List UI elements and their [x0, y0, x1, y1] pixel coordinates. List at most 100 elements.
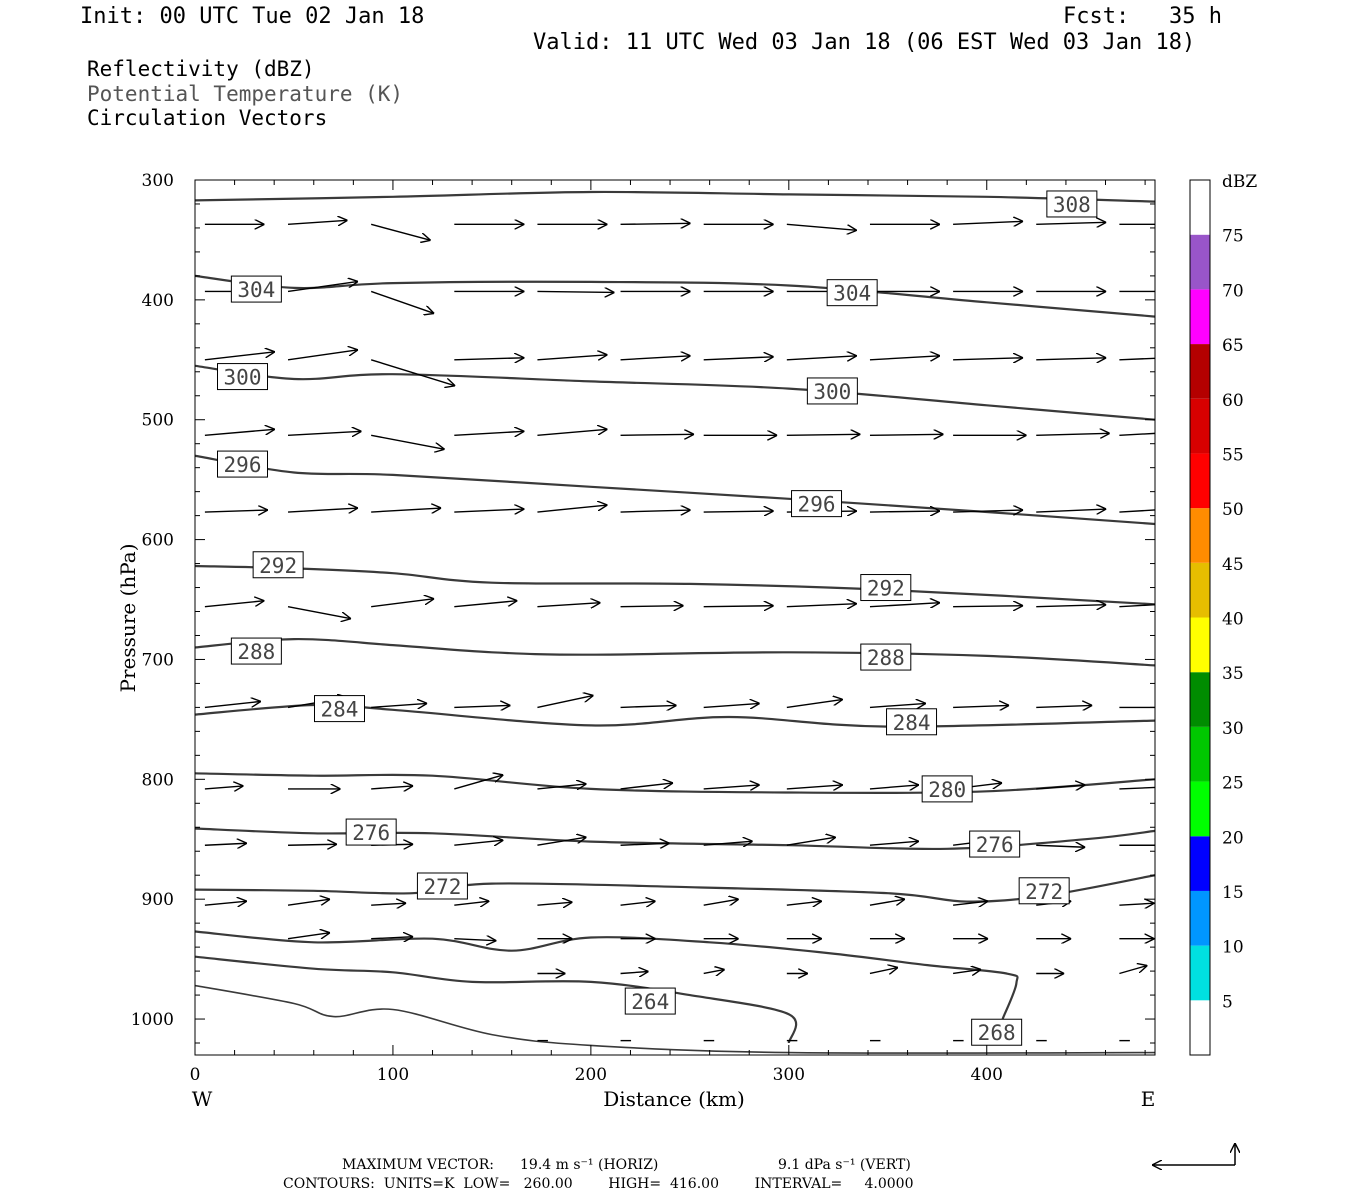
x-tick-label: 100 [377, 1065, 409, 1085]
circulation-vector [869, 356, 940, 360]
colorbar-segment [1190, 781, 1210, 837]
circulation-vector [953, 969, 981, 973]
colorbar-segment [1190, 1000, 1210, 1055]
theta-contour-280 [195, 772, 1155, 794]
y-tick-label: 700 [142, 650, 174, 670]
valid-time: Valid: 11 UTC Wed 03 Jan 18 (06 EST Wed … [533, 30, 1196, 55]
circulation-vector [454, 705, 510, 707]
colorbar-level-label: 25 [1222, 774, 1244, 794]
theta-contour-296 [195, 454, 1155, 526]
theta-label-text: 272 [423, 875, 461, 899]
theta-label-text: 300 [224, 366, 262, 390]
circulation-vector [703, 969, 725, 973]
theta-label-box [217, 363, 269, 391]
forecast-hour: Fcst: 35 h [1063, 4, 1222, 29]
circulation-vector [370, 290, 434, 313]
theta-label-box [230, 637, 282, 665]
theta-contour-label: 276 [345, 818, 397, 846]
circulation-vector [703, 703, 760, 707]
circulation-vector [1036, 845, 1085, 847]
circulation-vector [204, 510, 268, 512]
colorbar-segment [1190, 726, 1210, 782]
circulation-vector [537, 603, 600, 607]
theta-label-text: 304 [833, 282, 871, 306]
plot-frame [194, 179, 1156, 1056]
colorbar-segment [1190, 836, 1210, 891]
circulation-vector [371, 434, 445, 449]
circulation-vector [786, 356, 857, 360]
circulation-vector [204, 843, 247, 845]
colorbar-level-label: 55 [1222, 445, 1244, 465]
theta-contour-label: 280 [921, 775, 973, 803]
colorbar-segment [1190, 617, 1210, 673]
field-reflectivity-label: Reflectivity (dBZ) [87, 57, 315, 81]
theta-label-box [806, 377, 858, 405]
circulation-vector [371, 508, 441, 512]
x-tick-label: 0 [190, 1065, 201, 1085]
circulation-vector [1119, 357, 1155, 361]
x-axis-label: Distance (km) [603, 1087, 745, 1111]
circulation-vector [287, 933, 330, 940]
y-tick-label: 600 [142, 531, 174, 551]
theta-contour-label: 288 [230, 637, 282, 665]
theta-contour-260 [195, 984, 1155, 1054]
colorbar-level-label: 30 [1222, 719, 1244, 739]
init-time: Init: 00 UTC Tue 02 Jan 18 [80, 4, 425, 29]
circulation-vector [786, 434, 861, 435]
circulation-vector [703, 841, 753, 845]
theta-label-box [624, 987, 676, 1015]
y-tick-label: 300 [142, 171, 174, 191]
theta-label-text: 308 [1053, 193, 1091, 217]
theta-label-box [826, 279, 878, 307]
circulation-vector [703, 357, 774, 360]
colorbar-level-label: 10 [1222, 938, 1244, 958]
circulation-vector [786, 223, 857, 230]
circulation-vector [204, 429, 275, 437]
colorbar-level-label: 20 [1222, 828, 1244, 848]
colorbar-segment [1190, 945, 1210, 1001]
max-vector-label: MAXIMUM VECTOR: [342, 1157, 494, 1173]
circulation-vector [454, 509, 524, 512]
circulation-vector [287, 220, 348, 224]
theta-label-box [791, 490, 843, 518]
theta-contour-label: 276 [969, 830, 1021, 858]
circulation-vector [204, 901, 247, 905]
circulation-vector [370, 223, 431, 240]
reference-vector-icon [1152, 1143, 1235, 1165]
theta-label-box [1018, 877, 1070, 905]
circulation-vector [371, 599, 434, 608]
theta-contour-272 [195, 874, 1155, 903]
circulation-vector [287, 350, 358, 361]
y-tick-label: 900 [142, 890, 174, 910]
circulation-vector [204, 352, 275, 361]
theta-label-box [416, 872, 468, 900]
circulation-vector [620, 971, 649, 973]
circulation-vector [869, 703, 926, 707]
circulation-vector [371, 903, 406, 905]
circulation-vector [537, 784, 586, 789]
colorbar-level-label: 45 [1222, 555, 1244, 575]
circulation-vector [869, 785, 919, 789]
circulation-vector [1119, 432, 1155, 437]
theta-contour-label: 296 [217, 450, 269, 478]
theta-contour-label: 300 [806, 377, 858, 405]
theta-contour-label: 268 [971, 1018, 1023, 1046]
circulation-vector [287, 431, 362, 435]
theta-label-text: 288 [237, 640, 275, 664]
theta-label-box [969, 830, 1021, 858]
x-tick-label: 400 [971, 1065, 1003, 1085]
theta-label-text: 272 [1025, 880, 1063, 904]
colorbar-level-label: 65 [1222, 336, 1244, 356]
circulation-vector [786, 604, 857, 607]
circulation-vector [620, 843, 670, 845]
theta-label-box [345, 818, 397, 846]
x-axis-east-label: E [1141, 1087, 1156, 1111]
theta-label-box [230, 275, 282, 303]
colorbar-segment [1190, 234, 1210, 290]
circulation-vector [620, 783, 674, 790]
circulation-vector [454, 840, 503, 845]
circulation-vector [620, 223, 691, 224]
circulation-vector [1119, 903, 1154, 905]
max-vector-horiz: 19.4 m s⁻¹ (HORIZ) [520, 1157, 659, 1173]
circulation-vector [1036, 509, 1106, 512]
